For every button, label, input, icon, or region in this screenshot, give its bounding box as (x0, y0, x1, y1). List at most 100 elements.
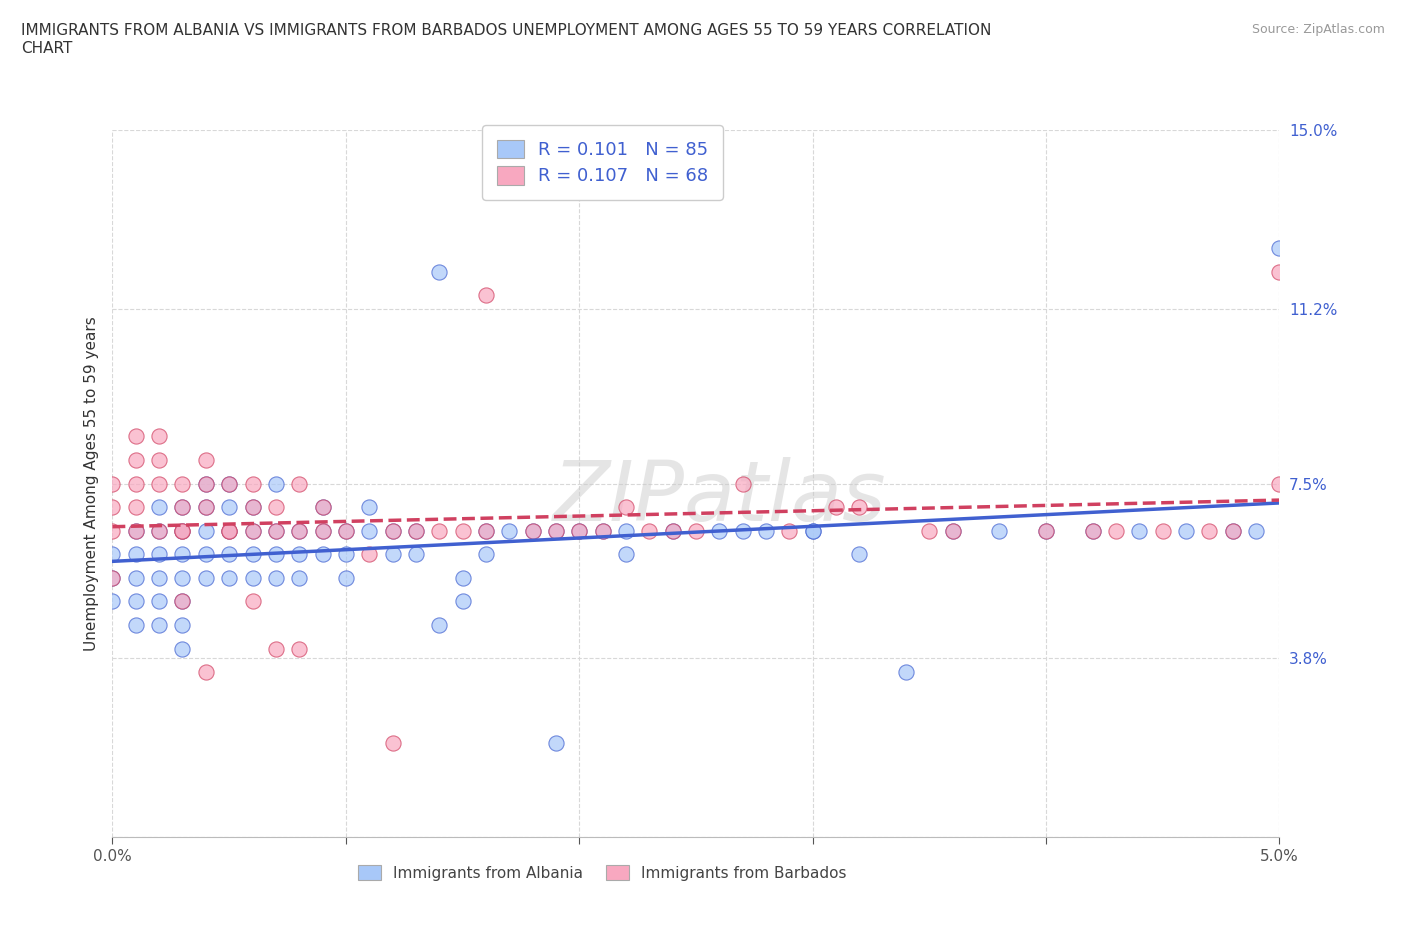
Point (825, 499, 848, 514)
Point (101, 547, 124, 562)
Point (172, 594, 194, 609)
Point (218, 524, 240, 538)
Point (101, 499, 124, 514)
Point (264, 641, 287, 656)
Point (427, 618, 450, 632)
Point (451, 594, 474, 609)
Point (288, 641, 311, 656)
Point (194, 570, 217, 585)
Point (125, 524, 148, 538)
Legend: Immigrants from Albania, Immigrants from Barbados: Immigrants from Albania, Immigrants from… (346, 853, 859, 893)
Point (311, 524, 333, 538)
Point (381, 547, 404, 562)
Point (125, 453, 148, 468)
Point (172, 499, 194, 514)
Point (614, 499, 637, 514)
Point (335, 524, 357, 538)
Point (148, 524, 170, 538)
Point (264, 476, 287, 491)
Point (381, 524, 404, 538)
Point (475, 287, 498, 302)
Point (172, 524, 194, 538)
Point (194, 499, 217, 514)
Text: IMMIGRANTS FROM ALBANIA VS IMMIGRANTS FROM BARBADOS UNEMPLOYMENT AMONG AGES 55 T: IMMIGRANTS FROM ALBANIA VS IMMIGRANTS FR… (21, 23, 991, 56)
Point (1244, 524, 1267, 538)
Point (661, 524, 683, 538)
Point (522, 524, 544, 538)
Point (194, 547, 217, 562)
Point (172, 499, 194, 514)
Point (427, 524, 450, 538)
Point (125, 524, 148, 538)
Point (194, 665, 217, 680)
Point (311, 499, 333, 514)
Point (381, 524, 404, 538)
Point (101, 570, 124, 585)
Point (242, 499, 264, 514)
Point (335, 524, 357, 538)
Point (218, 476, 240, 491)
Point (242, 524, 264, 538)
Point (1198, 524, 1220, 538)
Point (194, 524, 217, 538)
Point (685, 524, 707, 538)
Text: Source: ZipAtlas.com: Source: ZipAtlas.com (1251, 23, 1385, 36)
Point (125, 429, 148, 444)
Point (568, 524, 591, 538)
Point (172, 570, 194, 585)
Point (405, 547, 427, 562)
Point (359, 547, 381, 562)
Point (942, 524, 965, 538)
Point (731, 524, 754, 538)
Point (194, 453, 217, 468)
Point (148, 618, 170, 632)
Point (661, 524, 683, 538)
Text: ZIPatlas: ZIPatlas (553, 458, 886, 538)
Point (172, 547, 194, 562)
Point (311, 524, 333, 538)
Point (1222, 524, 1244, 538)
Point (801, 524, 824, 538)
Point (125, 594, 148, 609)
Point (194, 499, 217, 514)
Point (148, 547, 170, 562)
Point (1152, 524, 1174, 538)
Point (148, 570, 170, 585)
Point (614, 524, 637, 538)
Point (288, 476, 311, 491)
Point (242, 570, 264, 585)
Point (264, 570, 287, 585)
Point (218, 524, 240, 538)
Point (359, 524, 381, 538)
Point (242, 594, 264, 609)
Point (288, 547, 311, 562)
Point (172, 476, 194, 491)
Point (172, 594, 194, 609)
Point (125, 618, 148, 632)
Point (125, 570, 148, 585)
Point (475, 547, 498, 562)
Point (568, 524, 591, 538)
Point (475, 524, 498, 538)
Point (848, 547, 870, 562)
Point (942, 524, 965, 538)
Point (218, 547, 240, 562)
Point (1035, 524, 1057, 538)
Point (148, 594, 170, 609)
Point (172, 524, 194, 538)
Point (451, 524, 474, 538)
Point (242, 524, 264, 538)
Point (522, 524, 544, 538)
Point (1081, 524, 1104, 538)
Point (451, 570, 474, 585)
Point (194, 476, 217, 491)
Point (242, 476, 264, 491)
Point (148, 429, 170, 444)
Point (311, 547, 333, 562)
Point (848, 499, 870, 514)
Point (218, 570, 240, 585)
Point (405, 524, 427, 538)
Point (801, 524, 824, 538)
Point (264, 524, 287, 538)
Point (148, 476, 170, 491)
